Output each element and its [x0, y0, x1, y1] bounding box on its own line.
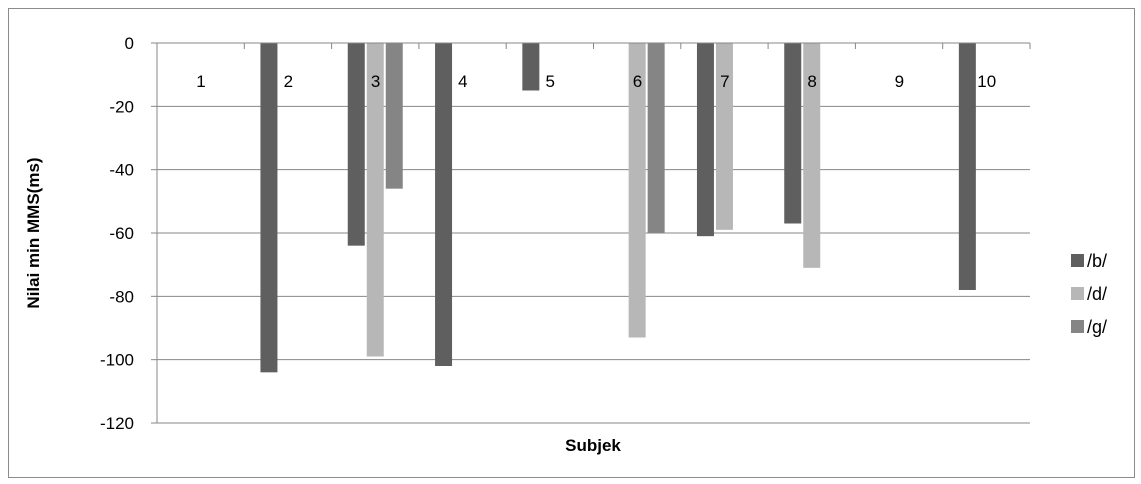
x-axis-title: Subjek — [565, 436, 621, 455]
y-tick-label: 0 — [125, 34, 134, 53]
bar-d-6 — [628, 43, 646, 338]
bar-b-7 — [696, 43, 714, 237]
x-tick-label: 8 — [807, 72, 816, 91]
legend-label: /d/ — [1087, 284, 1107, 304]
gridlines — [157, 105, 1030, 424]
legend-label: /g/ — [1087, 317, 1107, 337]
bar-b-3 — [347, 43, 365, 246]
chart-frame — [8, 8, 1135, 478]
legend: /b/ /d/ /g/ — [1071, 251, 1107, 337]
y-tick-label: -40 — [109, 161, 134, 180]
bar-g-6 — [647, 43, 665, 233]
x-tick-label: 3 — [371, 72, 380, 91]
y-tick-labels: 0 -20 -40 -60 -80 -100 -120 — [100, 34, 134, 433]
bar-b-10 — [958, 43, 976, 290]
x-tick-label: 10 — [977, 72, 996, 91]
bar-d-8 — [803, 43, 821, 268]
x-tick-label: 7 — [720, 72, 729, 91]
y-tick-label: -20 — [109, 97, 134, 116]
y-axis-title: Nilai min MMS(ms) — [24, 157, 43, 308]
x-tick-label: 9 — [895, 72, 904, 91]
bar-b-8 — [784, 43, 802, 224]
bar-d-7 — [715, 43, 733, 230]
legend-swatch — [1071, 287, 1084, 300]
y-tick-label: -60 — [109, 224, 134, 243]
bar-b-2 — [260, 43, 278, 373]
bar-b-4 — [435, 43, 453, 366]
bar-d-3 — [366, 43, 384, 357]
legend-swatch — [1071, 320, 1084, 333]
bar-b-5 — [522, 43, 540, 91]
y-tick-label: -100 — [100, 351, 134, 370]
y-tick-label: -120 — [100, 414, 134, 433]
bars — [260, 43, 976, 373]
y-tick-label: -80 — [109, 287, 134, 306]
x-tick-labels: 1 2 3 4 5 6 7 8 9 10 — [196, 72, 996, 91]
x-tick-label: 2 — [284, 72, 293, 91]
axes — [151, 42, 1031, 424]
x-tick-label: 6 — [633, 72, 642, 91]
legend-label: /b/ — [1087, 251, 1107, 271]
legend-swatch — [1071, 254, 1084, 267]
bar-g-3 — [385, 43, 403, 189]
x-tick-label: 5 — [545, 72, 554, 91]
x-tick-label: 1 — [196, 72, 205, 91]
x-tick-label: 4 — [458, 72, 467, 91]
